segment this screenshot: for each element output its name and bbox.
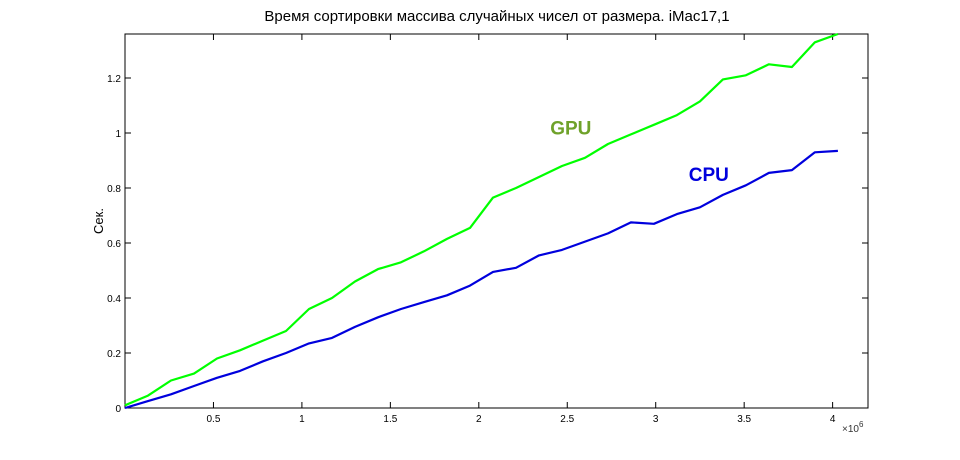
x-multiplier-exponent: 6 — [859, 420, 864, 429]
x-tick-label: 0.5 — [206, 414, 220, 425]
annotations: GPU CPU — [550, 118, 729, 186]
series-lines — [124, 32, 839, 410]
series-line-gpu — [124, 32, 839, 407]
annotation-cpu: CPU — [689, 165, 729, 186]
x-tick-label: 3 — [653, 414, 659, 425]
y-tick-label: 1 — [115, 129, 121, 140]
annotation-gpu: GPU — [550, 118, 591, 139]
y-axis: 0 0.2 0.4 0.6 0.8 1 1.2 — [107, 74, 868, 415]
series-line-cpu — [124, 149, 838, 410]
y-tick-label: 0 — [115, 404, 121, 415]
y-tick-label: 0.6 — [107, 239, 121, 250]
x-tick-label: 4 — [830, 414, 836, 425]
x-multiplier-base: ×10 — [842, 424, 859, 435]
y-axis-label: Сек. — [91, 208, 106, 234]
y-tick-label: 0.8 — [107, 184, 121, 195]
x-tick-label: 1 — [299, 414, 305, 425]
y-tick-label: 1.2 — [107, 74, 121, 85]
chart-title: Время сортировки массива случайных чисел… — [264, 8, 729, 25]
x-tick-label: 2 — [476, 414, 482, 425]
x-tick-label: 3.5 — [737, 414, 751, 425]
x-axis: 0.5 1 1.5 2 2.5 3 3.5 4 — [206, 34, 836, 425]
y-tick-label: 0.4 — [107, 294, 121, 305]
x-axis-multiplier: ×106 — [842, 420, 864, 435]
x-tick-label: 2.5 — [560, 414, 574, 425]
plot-area — [124, 33, 869, 409]
x-tick-label: 1.5 — [383, 414, 397, 425]
y-tick-label: 0.2 — [107, 349, 121, 360]
